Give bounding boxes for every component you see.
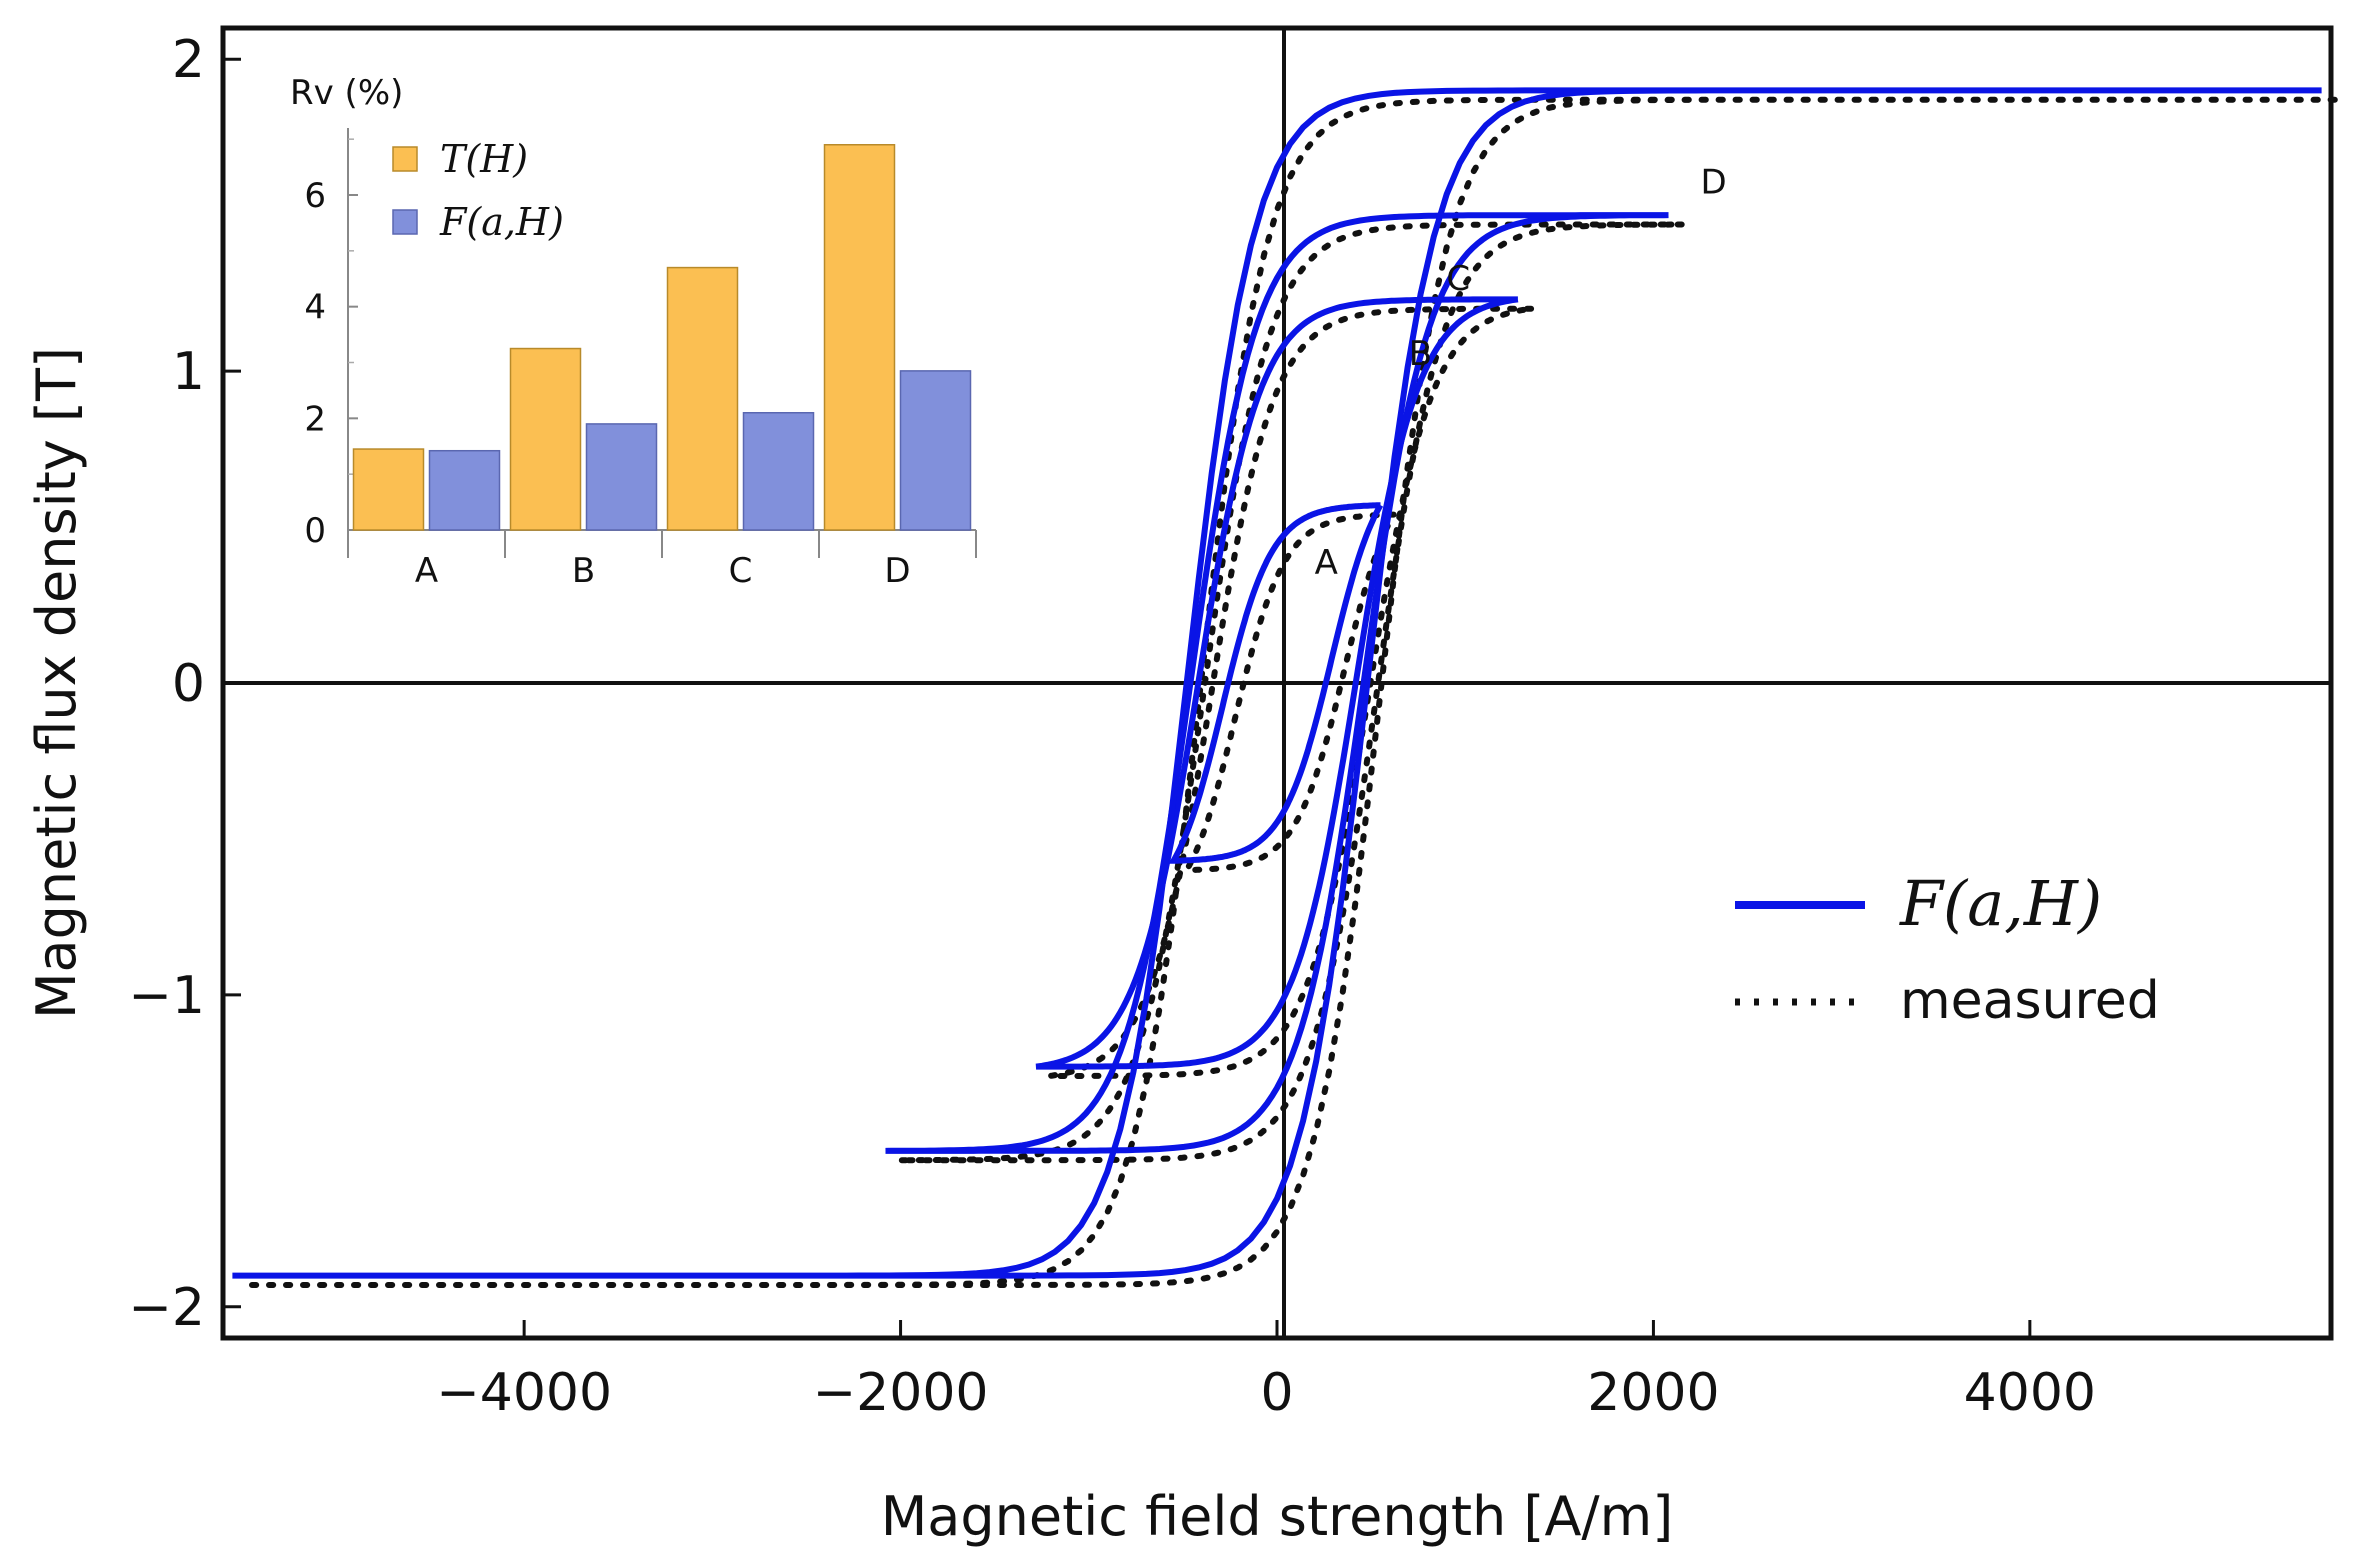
inset-x-categories: A B C D — [347, 530, 977, 591]
measured-loop-b — [1048, 305, 1535, 1079]
model-loop-d — [232, 87, 2322, 1279]
model-loop-b — [1035, 296, 1519, 1070]
inset-legend-swatch-f — [392, 209, 418, 235]
inset-legend-label-f: F(a,H) — [439, 200, 564, 244]
y-axis-ticks: −2 −1 0 1 2 — [128, 30, 241, 1338]
x-tick-label: 0 — [1260, 1363, 1293, 1423]
inset-x-category-label: D — [884, 551, 910, 591]
measured-series — [245, 96, 2338, 1288]
legend-model-label: F(a,H) — [1899, 867, 2102, 940]
inset-title: Rv (%) — [290, 73, 403, 113]
model-loop-c — [885, 212, 1669, 1154]
measured-loop-c — [898, 221, 1685, 1164]
inset-x-category-label: B — [572, 551, 595, 591]
x-tick-label: −4000 — [436, 1363, 612, 1423]
y-tick-label: −1 — [128, 966, 205, 1026]
inset-bar-chart: Rv (%) 0 2 4 6 A B C D T(H) F(a,H) — [290, 73, 977, 591]
model-series — [232, 87, 2322, 1279]
y-tick-label: 1 — [172, 342, 205, 402]
loop-label-d: D — [1700, 162, 1726, 202]
inset-y-ticks: 0 2 4 6 — [304, 138, 358, 551]
inset-y-tick-label: 4 — [304, 288, 326, 328]
inset-y-tick-label: 0 — [304, 511, 326, 551]
inset-y-tick-label: 6 — [304, 176, 326, 216]
x-tick-label: 4000 — [1964, 1363, 2096, 1423]
loop-label-b: B — [1409, 334, 1432, 374]
inset-bars — [352, 144, 972, 531]
inset-bar-c-t — [666, 266, 739, 531]
loop-labels: A BC D — [1315, 162, 1727, 583]
inset-legend-label-t: T(H) — [440, 137, 528, 181]
inset-bar-b-f — [585, 423, 658, 531]
inset-x-category-label: C — [729, 551, 753, 591]
inset-legend: T(H) F(a,H) — [392, 137, 564, 244]
x-axis-title: Magnetic field strength [A/m] — [881, 1485, 1674, 1548]
inset-bar-b-t — [509, 347, 582, 531]
model-loop-a — [1168, 502, 1384, 864]
measured-loop-d — [245, 96, 2338, 1288]
y-tick-label: 2 — [172, 30, 205, 90]
inset-bar-a-f — [428, 449, 501, 531]
legend-measured-label: measured — [1900, 971, 2160, 1031]
x-tick-label: −2000 — [813, 1363, 989, 1423]
inset-legend-swatch-t — [392, 146, 418, 172]
loop-label-c: C — [1446, 259, 1470, 299]
x-tick-label: 2000 — [1587, 1363, 1719, 1423]
measured-loop-a — [1181, 511, 1397, 874]
y-tick-label: −2 — [128, 1278, 205, 1338]
inset-x-category-label: A — [415, 551, 438, 591]
loop-label-a: A — [1315, 543, 1338, 583]
inset-bar-d-f — [899, 370, 972, 531]
y-tick-label: 0 — [172, 654, 205, 714]
inset-bar-a-t — [352, 448, 425, 531]
main-legend: F(a,H) measured — [1735, 867, 2160, 1031]
inset-bar-d-t — [823, 144, 896, 531]
x-axis-ticks: −4000 −2000 0 2000 4000 — [436, 1320, 2096, 1423]
y-axis-title: Magnetic flux density [T] — [25, 347, 88, 1019]
inset-bar-c-f — [742, 412, 815, 531]
inset-y-tick-label: 2 — [304, 399, 326, 439]
